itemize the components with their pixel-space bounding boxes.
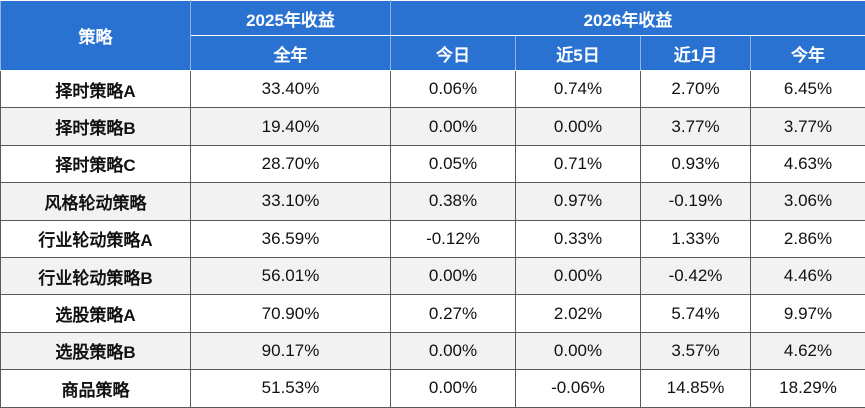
return-cell: 4.63% — [751, 145, 865, 182]
return-cell: 70.90% — [191, 295, 391, 332]
strategy-name: 择时策略A — [1, 71, 191, 108]
return-cell: -0.42% — [641, 257, 751, 294]
column-header: 今年 — [751, 36, 865, 71]
return-cell: 3.57% — [641, 332, 751, 369]
return-cell: 3.77% — [751, 108, 865, 145]
return-cell: 2.02% — [516, 295, 641, 332]
corner-header: 策略 — [1, 1, 191, 71]
return-cell: 1.33% — [641, 220, 751, 257]
return-cell: 0.27% — [391, 295, 516, 332]
return-cell: 4.62% — [751, 332, 865, 369]
table-header: 策略 2025年收益 2026年收益 全年今日近5日近1月今年 — [1, 1, 865, 71]
return-cell: 0.06% — [391, 71, 516, 108]
return-cell: 3.06% — [751, 183, 865, 220]
strategy-name: 择时策略C — [1, 145, 191, 182]
column-header: 近1月 — [641, 36, 751, 71]
strategy-name: 商品策略 — [1, 370, 191, 407]
return-cell: 4.46% — [751, 257, 865, 294]
return-cell: 33.10% — [191, 183, 391, 220]
return-cell: 0.93% — [641, 145, 751, 182]
return-cell: 19.40% — [191, 108, 391, 145]
return-cell: 0.33% — [516, 220, 641, 257]
strategy-name: 行业轮动策略B — [1, 257, 191, 294]
return-cell: 0.00% — [391, 332, 516, 369]
return-cell: 28.70% — [191, 145, 391, 182]
return-cell: 0.71% — [516, 145, 641, 182]
return-cell: 0.00% — [391, 108, 516, 145]
strategy-name: 选股策略B — [1, 332, 191, 369]
return-cell: 0.00% — [391, 257, 516, 294]
return-cell: 0.38% — [391, 183, 516, 220]
return-cell: 90.17% — [191, 332, 391, 369]
column-header: 今日 — [391, 36, 516, 71]
return-cell: -0.06% — [516, 370, 641, 407]
return-cell: 5.74% — [641, 295, 751, 332]
column-header: 全年 — [191, 36, 391, 71]
return-cell: 51.53% — [191, 370, 391, 407]
return-cell: 0.00% — [516, 108, 641, 145]
return-cell: 0.00% — [516, 332, 641, 369]
column-header: 近5日 — [516, 36, 641, 71]
return-cell: 14.85% — [641, 370, 751, 407]
return-cell: 2.86% — [751, 220, 865, 257]
return-cell: -0.19% — [641, 183, 751, 220]
group-header: 2025年收益 — [191, 1, 391, 36]
strategy-name: 风格轮动策略 — [1, 183, 191, 220]
return-cell: 0.97% — [516, 183, 641, 220]
return-cell: 33.40% — [191, 71, 391, 108]
return-cell: 6.45% — [751, 71, 865, 108]
return-cell: 9.97% — [751, 295, 865, 332]
return-cell: 3.77% — [641, 108, 751, 145]
strategy-name: 行业轮动策略A — [1, 220, 191, 257]
return-cell: 0.74% — [516, 71, 641, 108]
return-cell: 56.01% — [191, 257, 391, 294]
return-cell: 0.00% — [391, 370, 516, 407]
return-cell: 2.70% — [641, 71, 751, 108]
group-header: 2026年收益 — [391, 1, 865, 36]
strategy-name: 择时策略B — [1, 108, 191, 145]
return-cell: -0.12% — [391, 220, 516, 257]
return-cell: 18.29% — [751, 370, 865, 407]
strategy-name: 选股策略A — [1, 295, 191, 332]
return-cell: 36.59% — [191, 220, 391, 257]
return-cell: 0.05% — [391, 145, 516, 182]
return-cell: 0.00% — [516, 257, 641, 294]
